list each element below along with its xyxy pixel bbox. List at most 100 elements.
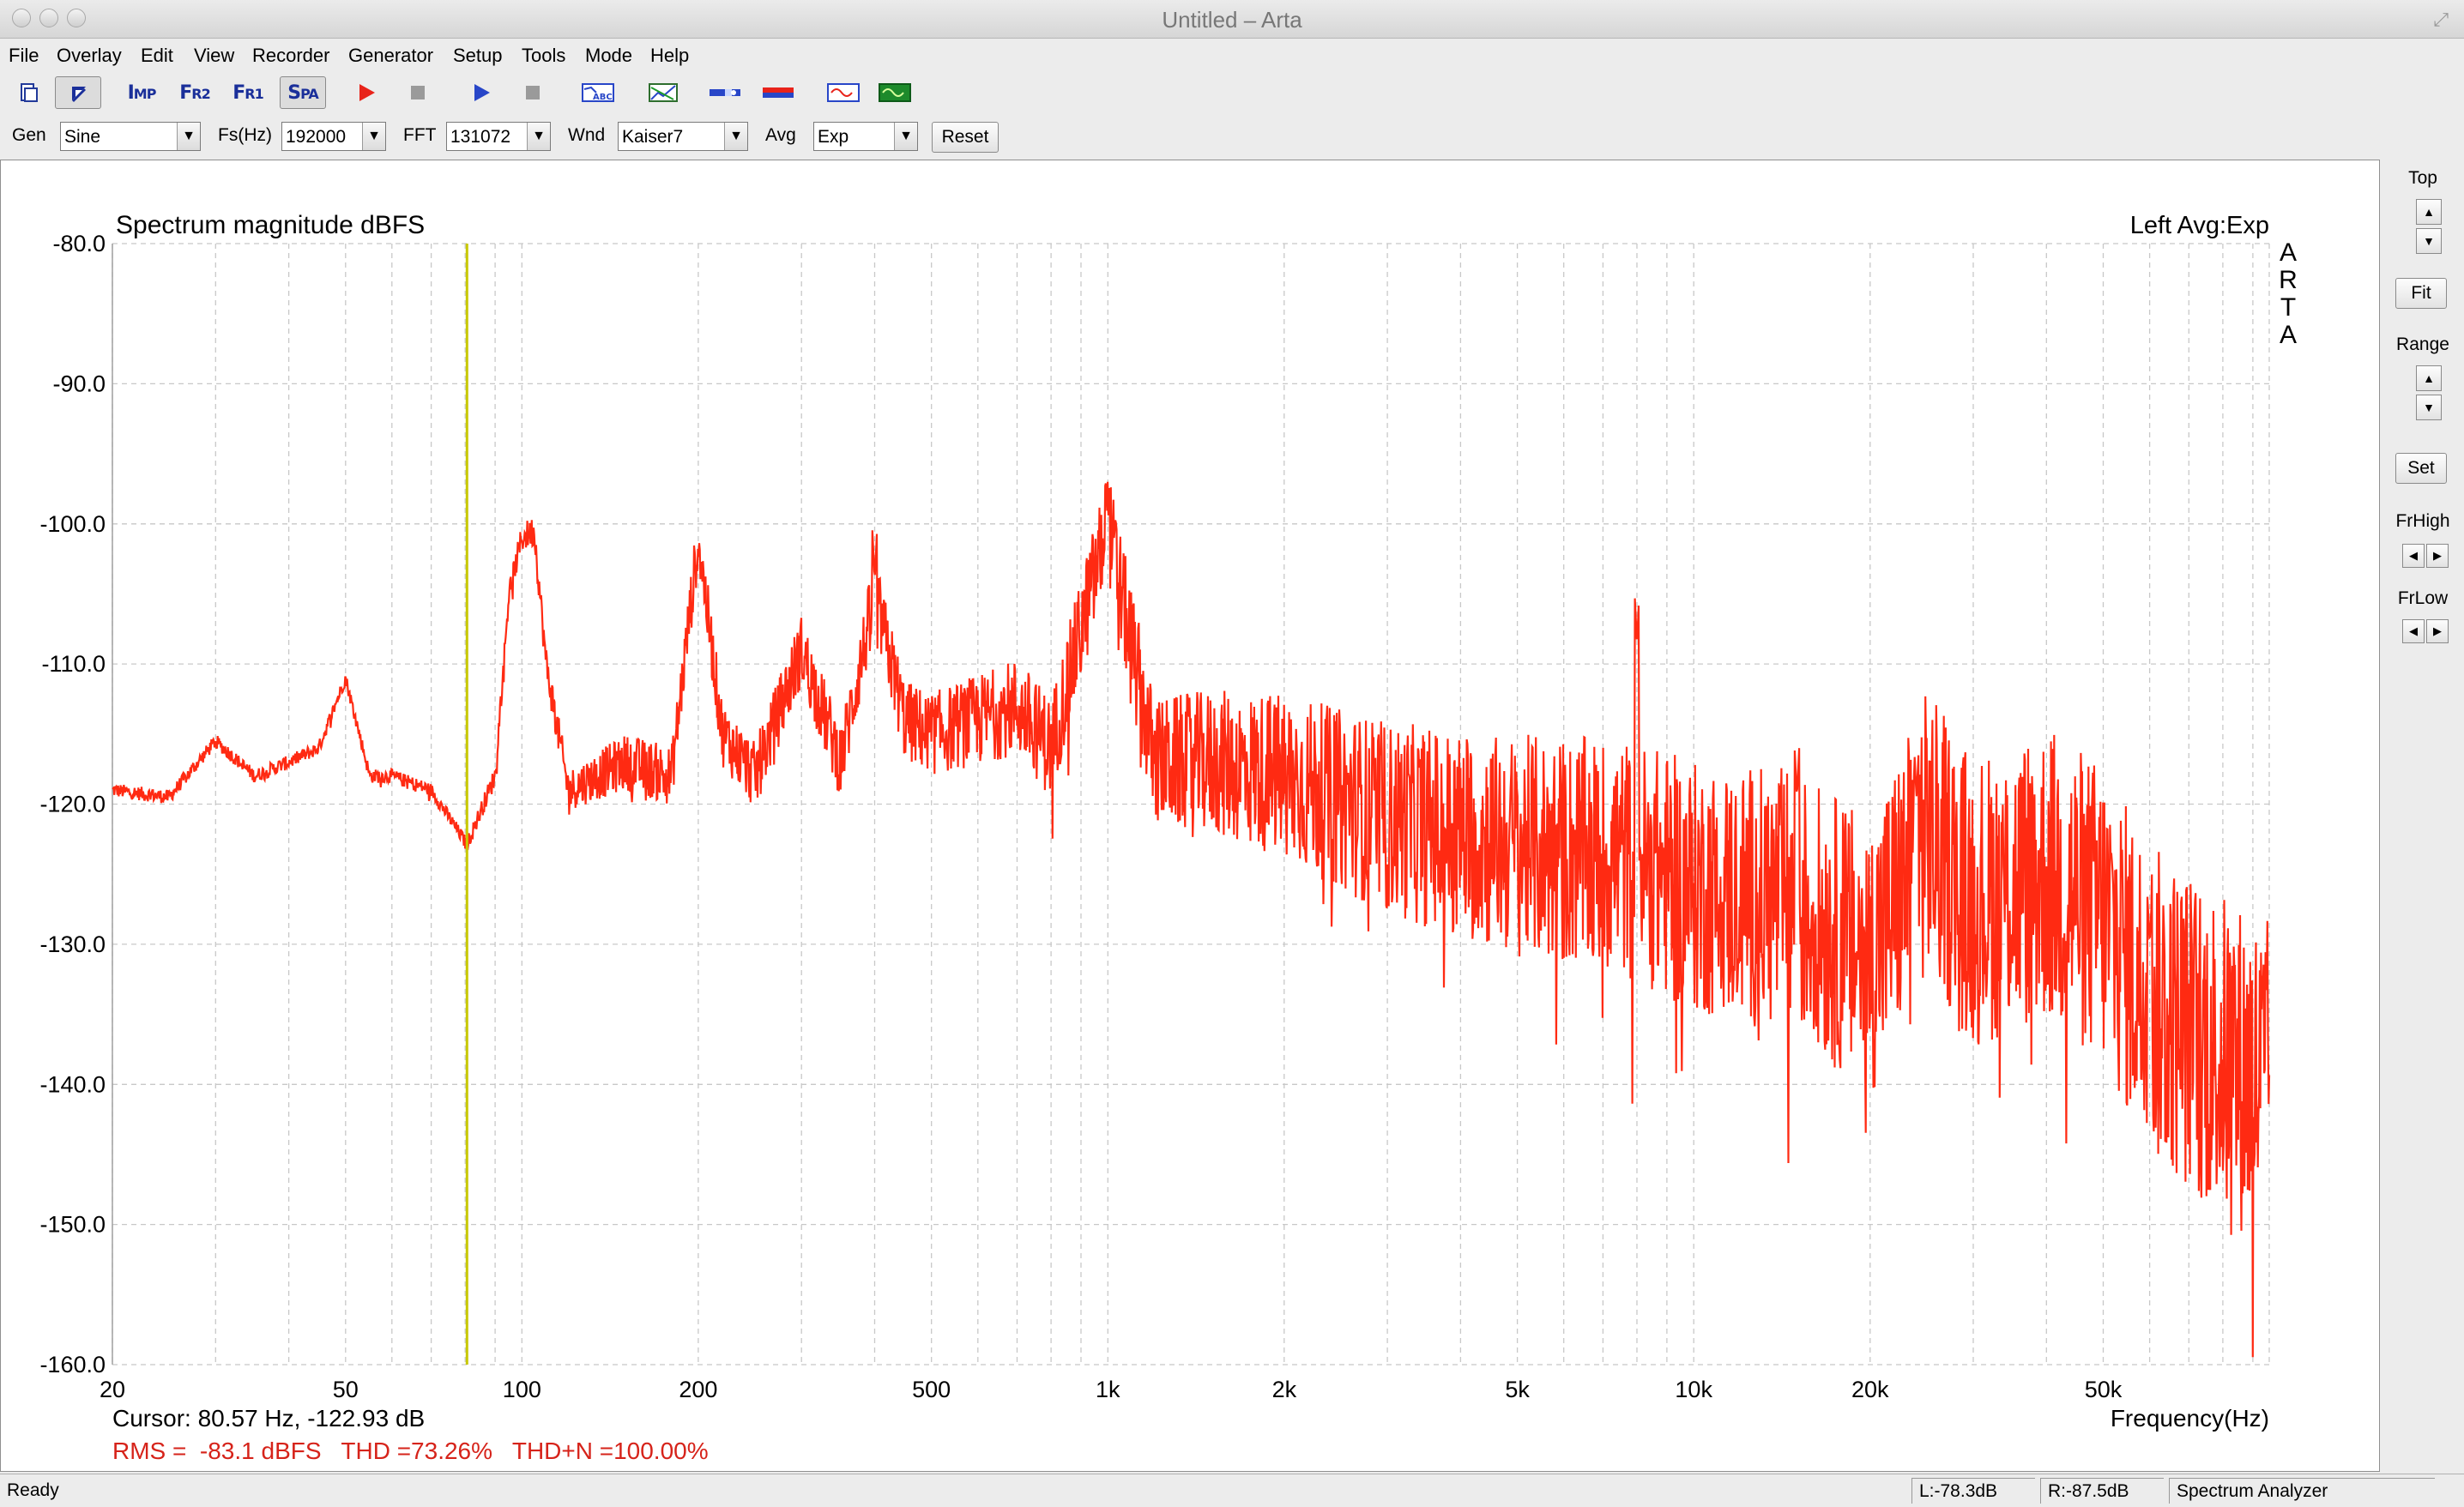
gen-label: Gen	[12, 125, 46, 145]
window-value: Kaiser7	[622, 127, 684, 147]
distortion-metrics: RMS = -83.1 dBFS THD =73.26% THD+N =100.…	[112, 1438, 709, 1464]
status-left-level: L:-78.3dB	[1911, 1478, 2035, 1504]
menu-help[interactable]: Help	[650, 45, 690, 66]
play-icon	[474, 84, 490, 101]
fs-label: Fs(Hz)	[218, 125, 272, 145]
avg-label: Avg	[765, 125, 796, 145]
menu-mode[interactable]: Mode	[585, 45, 633, 66]
side-panel: Top ▲ ▼ Fit Range ▲ ▼ Set FrHigh ◀ ▶ FrL…	[2382, 160, 2464, 1472]
window-select[interactable]: Kaiser7 ▼	[618, 122, 748, 151]
x-tick-label: 20k	[1851, 1377, 1889, 1402]
colorbar-icon	[763, 87, 794, 98]
frhigh-label: FrHigh	[2395, 511, 2450, 531]
averaging-value: Exp	[818, 127, 849, 147]
cursor-arrow-icon	[72, 87, 86, 102]
close-window-button[interactable]	[12, 9, 31, 27]
fft-label: FFT	[403, 125, 437, 145]
dual-channel-fr-button[interactable]: FR2	[179, 81, 211, 104]
analysis-button[interactable]	[640, 76, 686, 109]
generator-value: Sine	[64, 127, 101, 147]
fit-button[interactable]: Fit	[2395, 278, 2447, 309]
range-up-button[interactable]: ▲	[2416, 365, 2442, 391]
oscilloscope-icon	[827, 83, 860, 102]
frlow-left-button[interactable]: ◀	[2402, 619, 2425, 643]
top-label: Top	[2408, 168, 2437, 188]
set-button[interactable]: Set	[2395, 453, 2447, 484]
stop-record-icon	[411, 86, 425, 99]
frhigh-left-button[interactable]: ◀	[2402, 544, 2425, 568]
watermark-letter: A	[2280, 321, 2297, 349]
top-up-button[interactable]: ▲	[2416, 199, 2442, 225]
record-icon	[359, 84, 375, 101]
fft-size-select[interactable]: 131072 ▼	[446, 122, 551, 151]
fullscreen-icon[interactable]: ⤢	[2433, 9, 2449, 30]
menu-setup[interactable]: Setup	[453, 45, 503, 66]
status-mode: Spectrum Analyzer	[2169, 1478, 2435, 1504]
chevron-down-icon[interactable]: ▼	[362, 123, 385, 150]
status-right-level: R:-87.5dB	[2040, 1478, 2164, 1504]
x-tick-label: 200	[679, 1377, 717, 1402]
level-meter-button[interactable]	[702, 76, 748, 109]
y-tick-label: -80.0	[52, 231, 106, 256]
x-tick-label: 20	[100, 1377, 125, 1402]
parameter-bar: Gen Sine ▼ Fs(Hz) 192000 ▼ FFT 131072 ▼ …	[0, 115, 2464, 160]
generator-monitor-button[interactable]	[872, 76, 918, 109]
new-file-icon	[21, 83, 38, 102]
menu-view[interactable]: View	[194, 45, 235, 66]
range-label: Range	[2396, 335, 2449, 354]
sample-rate-select[interactable]: 192000 ▼	[281, 122, 386, 151]
minimize-window-button[interactable]	[39, 9, 58, 27]
y-tick-label: -150.0	[39, 1212, 106, 1238]
toolbar: IMP FR2 FR1 SPA ABC	[0, 72, 2464, 113]
menu-file[interactable]: File	[9, 45, 39, 66]
frlow-right-button[interactable]: ▶	[2426, 619, 2449, 643]
x-axis-label: Frequency(Hz)	[2111, 1405, 2269, 1432]
zoom-window-button[interactable]	[67, 9, 86, 27]
watermark-letter: A	[2280, 238, 2297, 267]
play-button[interactable]	[458, 76, 504, 109]
watermark-letter: T	[2280, 293, 2296, 322]
averaging-select[interactable]: Exp ▼	[813, 122, 918, 151]
frhigh-right-button[interactable]: ▶	[2426, 544, 2449, 568]
generator-monitor-icon	[879, 83, 911, 102]
top-down-button[interactable]: ▼	[2416, 228, 2442, 254]
status-ready: Ready	[7, 1480, 59, 1500]
reset-button[interactable]: Reset	[932, 122, 999, 153]
y-tick-label: -140.0	[39, 1071, 106, 1097]
menu-generator[interactable]: Generator	[348, 45, 434, 66]
menu-recorder[interactable]: Recorder	[252, 45, 330, 66]
y-tick-label: -110.0	[41, 651, 106, 677]
window-title: Untitled – Arta	[1162, 7, 1302, 33]
record-button[interactable]	[343, 76, 390, 109]
menu-bar: File Overlay Edit View Recorder Generato…	[0, 39, 2464, 71]
abc-chart-button[interactable]: ABC	[575, 76, 621, 109]
new-file-button[interactable]	[5, 76, 51, 109]
x-tick-label: 2k	[1272, 1377, 1297, 1402]
chevron-down-icon[interactable]: ▼	[177, 123, 200, 150]
oscilloscope-button[interactable]	[820, 76, 867, 109]
menu-edit[interactable]: Edit	[141, 45, 173, 66]
x-tick-label: 50	[333, 1377, 359, 1402]
range-down-button[interactable]: ▼	[2416, 395, 2442, 420]
generator-select[interactable]: Sine ▼	[60, 122, 201, 151]
impulse-mode-button[interactable]: IMP	[127, 81, 157, 104]
channel-avg-label: Left Avg:Exp	[2130, 212, 2269, 239]
menu-tools[interactable]: Tools	[522, 45, 566, 66]
spectrum-analyzer-button[interactable]: SPA	[280, 76, 326, 109]
stop-play-button[interactable]	[510, 76, 556, 109]
abc-chart-icon: ABC	[582, 83, 614, 102]
chevron-down-icon[interactable]: ▼	[894, 123, 917, 150]
single-channel-fr-button[interactable]: FR1	[233, 81, 264, 104]
analysis-icon	[649, 83, 678, 102]
chevron-down-icon[interactable]: ▼	[527, 123, 550, 150]
x-tick-label: 100	[503, 1377, 541, 1402]
frlow-label: FrLow	[2397, 588, 2449, 608]
colorbar-button[interactable]	[755, 76, 801, 109]
stop-record-button[interactable]	[395, 76, 441, 109]
chevron-down-icon[interactable]: ▼	[724, 123, 747, 150]
spectrum-plot[interactable]: Spectrum magnitude dBFS Left Avg:Exp A R T A -…	[0, 160, 2380, 1472]
cursor-button[interactable]	[55, 76, 101, 109]
menu-overlay[interactable]: Overlay	[57, 45, 122, 66]
